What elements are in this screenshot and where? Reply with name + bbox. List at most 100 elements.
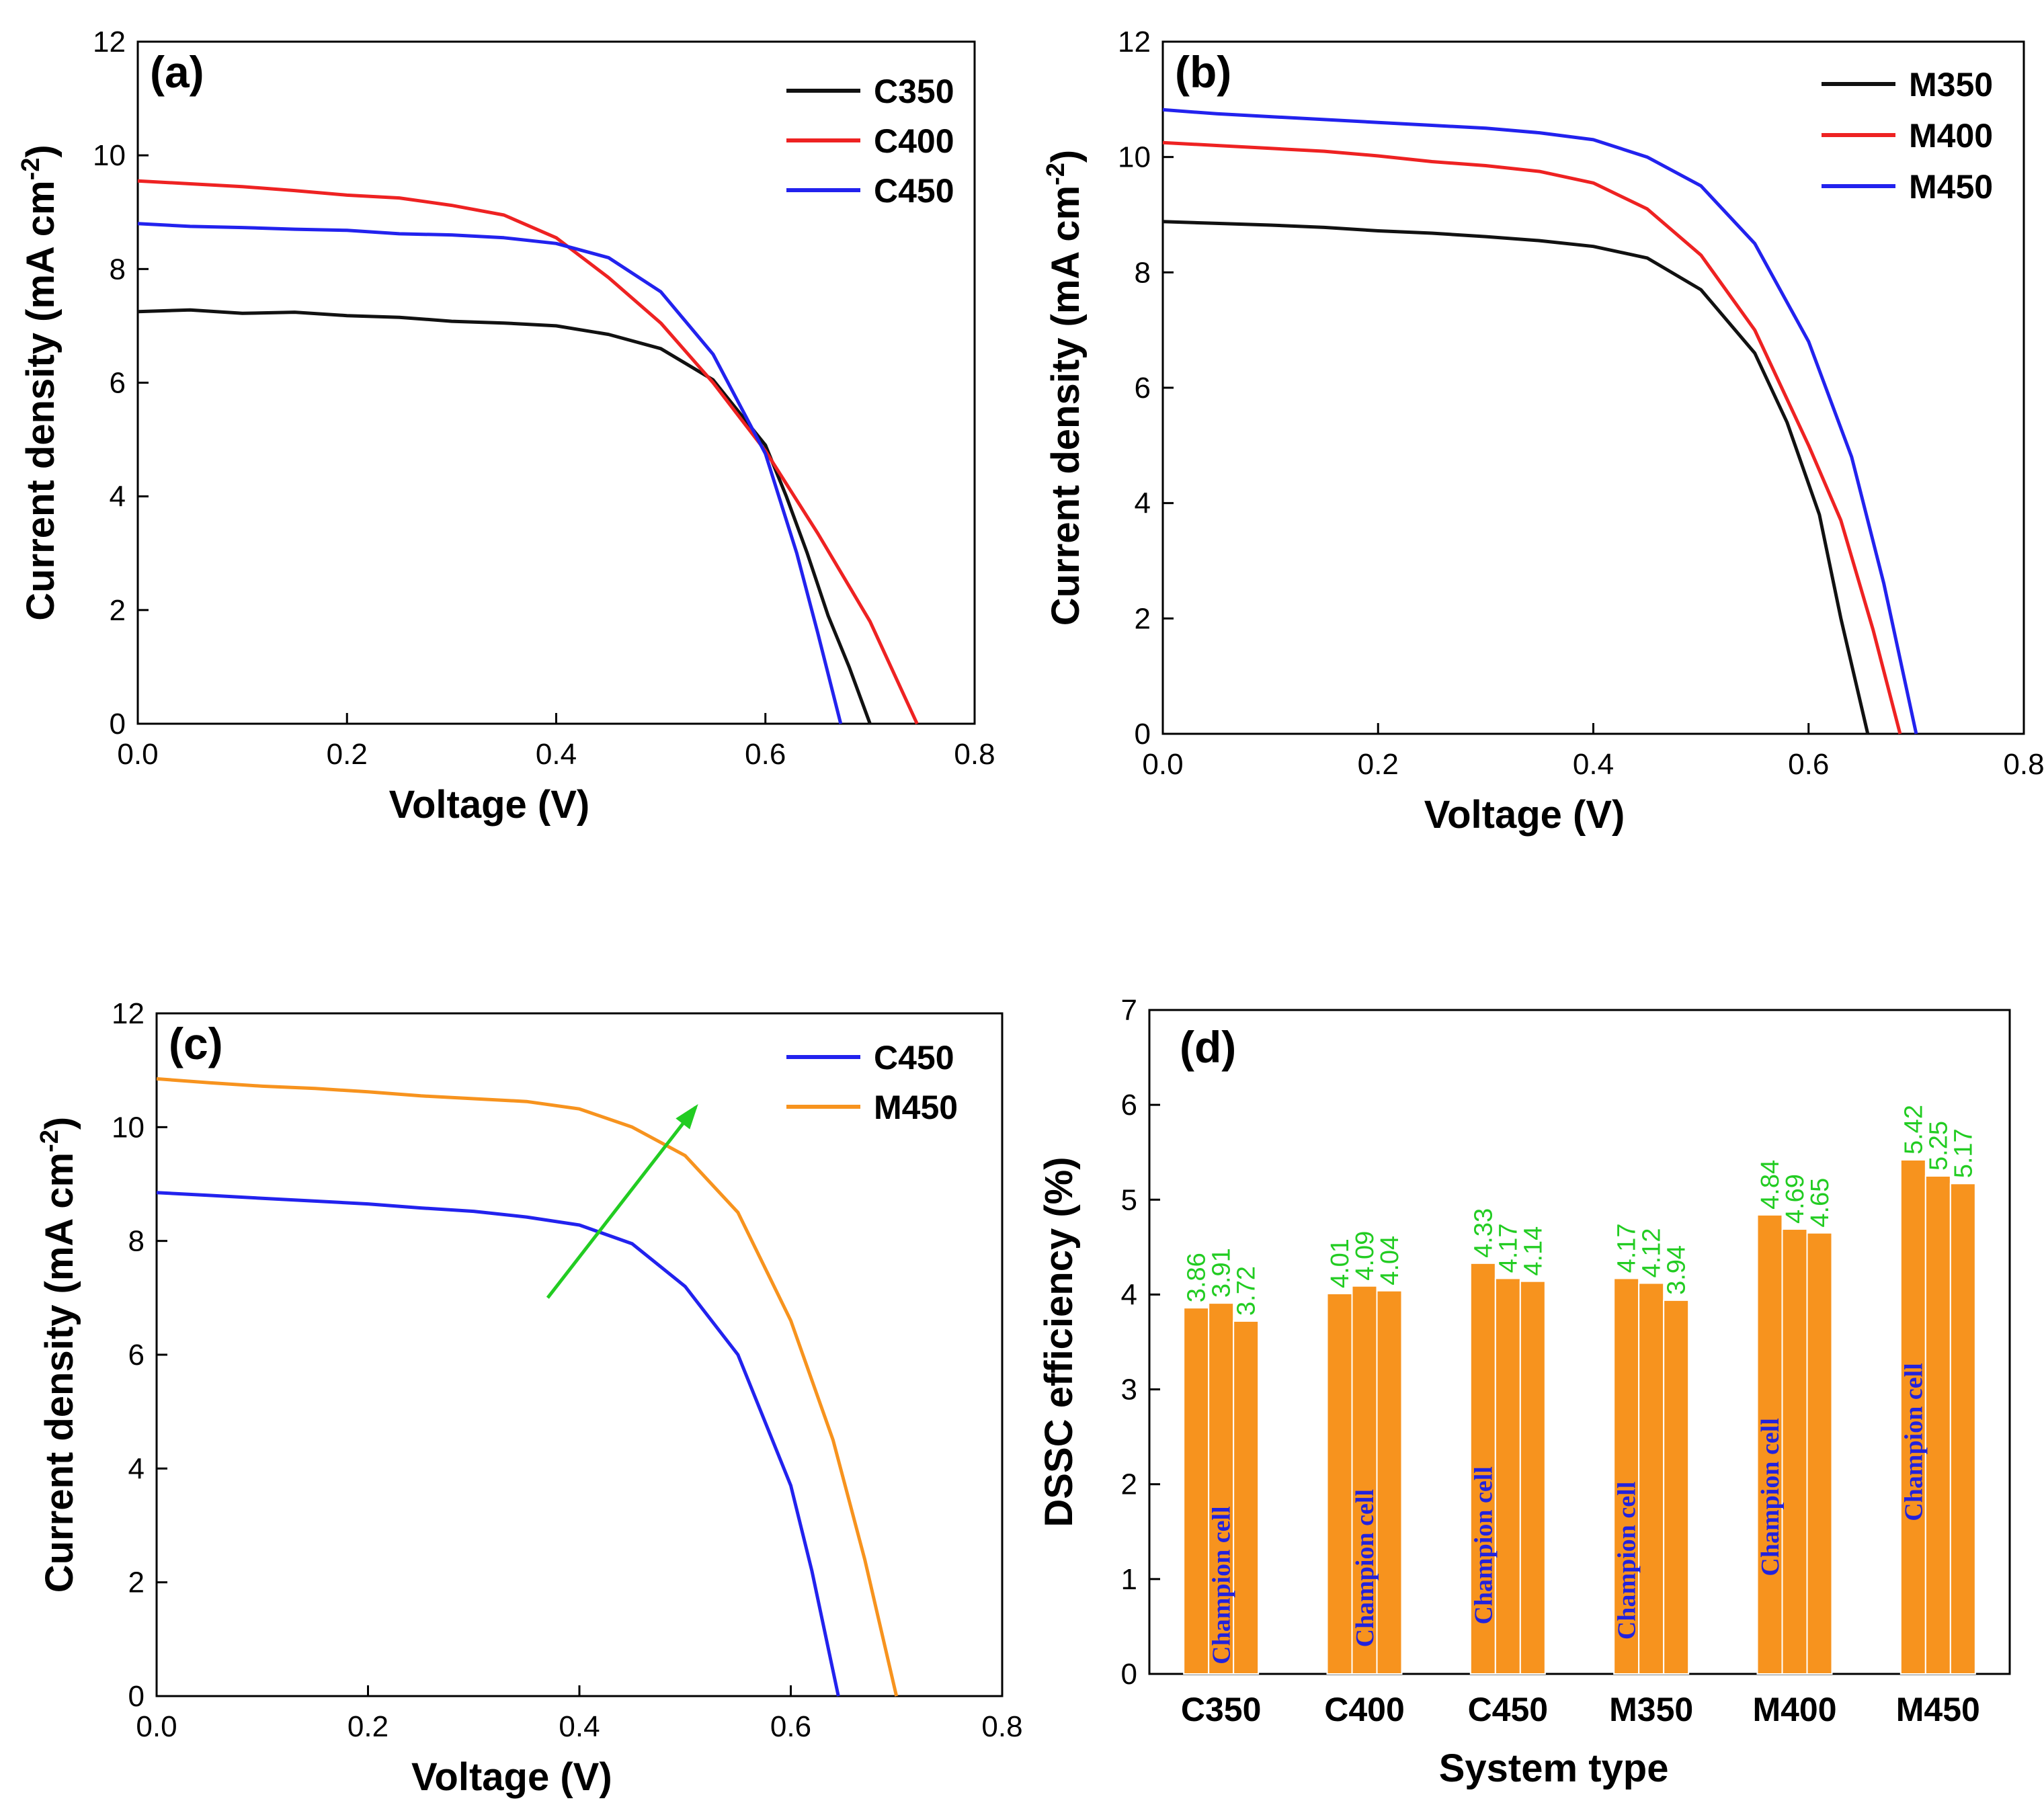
bar-value-label: 4.14 xyxy=(1519,1226,1547,1276)
y-tick-label: 2 xyxy=(110,594,126,627)
bar-m350-2 xyxy=(1638,1282,1665,1675)
x-tick-label: 0.2 xyxy=(1358,748,1399,781)
bar-c350-3 xyxy=(1233,1320,1260,1675)
category-label-m400: M400 xyxy=(1752,1691,1836,1728)
champion-cell-label: Champion cell xyxy=(1613,1482,1641,1640)
champion-cell-label: Champion cell xyxy=(1208,1506,1236,1664)
bar-value-label: 4.04 xyxy=(1376,1236,1404,1286)
y-tick-label: 10 xyxy=(1118,141,1151,174)
bar-value-label: 4.17 xyxy=(1613,1223,1641,1273)
bar-c400-2 xyxy=(1351,1285,1378,1675)
y-tick-label: 8 xyxy=(128,1225,145,1258)
y-tick-label: 7 xyxy=(1121,994,1137,1027)
legend-label-m450: M450 xyxy=(1909,168,1993,206)
series-line-m450 xyxy=(1162,108,1918,734)
x-tick-label: 0.6 xyxy=(745,738,786,771)
x-tick-label: 0.2 xyxy=(348,1710,389,1743)
x-tick-label: 0.0 xyxy=(1142,748,1183,781)
x-axis-title: Voltage (V) xyxy=(411,1755,612,1799)
y-axis-title: Current density (mA cm-2) xyxy=(17,144,63,620)
y-tick-label: 0 xyxy=(110,708,126,741)
panel-d: 0 1 2 3 4 5 6 7 3.863.913.72 Champion cell C350 4.0… xyxy=(1037,994,2011,1790)
bar-m450-1 xyxy=(1899,1159,1926,1675)
x-tick-label: 0.2 xyxy=(327,738,368,771)
bar-c350-1 xyxy=(1183,1307,1210,1675)
series-line-m450 xyxy=(156,1077,899,1697)
bar-value-label: 4.17 xyxy=(1494,1223,1522,1273)
legend-label-c450: C450 xyxy=(874,1039,954,1077)
category-label-m450: M450 xyxy=(1896,1691,1980,1728)
y-axis-title: Current density (mA cm-2) xyxy=(36,1117,81,1593)
legend-label-m350: M350 xyxy=(1909,66,1993,103)
bar-c450-3 xyxy=(1519,1280,1546,1675)
x-axis-title: Voltage (V) xyxy=(1424,793,1625,837)
series-line-m400 xyxy=(1162,140,1902,734)
y-tick-label: 2 xyxy=(1121,1468,1137,1501)
plot-frame xyxy=(136,40,976,725)
bar-value-label: 3.91 xyxy=(1208,1248,1236,1298)
trend-arrow xyxy=(546,1106,697,1299)
category-label-m350: M350 xyxy=(1609,1691,1693,1728)
y-tick-label: 4 xyxy=(128,1452,145,1485)
champion-cell-label: Champion cell xyxy=(1351,1489,1379,1647)
y-tick-label: 6 xyxy=(110,367,126,400)
series-line-c450 xyxy=(137,222,843,724)
bar-m350-3 xyxy=(1663,1299,1690,1675)
y-tick-label: 4 xyxy=(1121,1278,1137,1311)
category-label-c450: C450 xyxy=(1468,1691,1549,1728)
y-tick-label: 3 xyxy=(1121,1374,1137,1406)
x-tick-label: 0.6 xyxy=(770,1710,811,1743)
y-tick-label: 8 xyxy=(110,253,126,286)
series-line-c400 xyxy=(137,179,919,725)
y-tick-label: 6 xyxy=(1121,1089,1137,1122)
bar-m400-3 xyxy=(1806,1232,1833,1675)
bar-c450-1 xyxy=(1469,1262,1496,1675)
category-label-c350: C350 xyxy=(1181,1691,1262,1728)
panel-label: (a) xyxy=(150,47,204,97)
bar-value-label: 5.17 xyxy=(1949,1128,1977,1178)
x-axis-title: Voltage (V) xyxy=(389,783,590,827)
bar-value-label: 4.12 xyxy=(1638,1228,1666,1278)
y-tick-label: 10 xyxy=(93,139,126,172)
y-tick-label: 2 xyxy=(128,1566,145,1599)
category-label-c400: C400 xyxy=(1324,1691,1405,1728)
bar-m450-3 xyxy=(1949,1183,1976,1675)
y-tick-label: 4 xyxy=(110,480,126,513)
x-tick-label: 0.4 xyxy=(536,738,577,771)
bar-value-label: 5.25 xyxy=(1924,1121,1953,1171)
y-tick-label: 12 xyxy=(93,26,126,58)
y-tick-label: 5 xyxy=(1121,1183,1137,1216)
x-tick-label: 0.8 xyxy=(981,1710,1022,1743)
panel-a: 0 2 4 6 8 10 12 0.0 0.2 0.4 0.6 0.8 C350 C400 C450 (a) V… xyxy=(17,26,995,827)
panel-label: (b) xyxy=(1175,47,1231,97)
champion-cell-label: Champion cell xyxy=(1899,1363,1928,1521)
y-tick-label: 12 xyxy=(112,997,145,1030)
series-line-c350 xyxy=(137,308,872,724)
y-tick-label: 0 xyxy=(128,1680,145,1713)
x-tick-label: 0.6 xyxy=(1788,748,1829,781)
trend-arrow-head xyxy=(676,1103,698,1130)
bar-value-label: 4.33 xyxy=(1469,1208,1498,1258)
legend-label-c350: C350 xyxy=(874,73,954,110)
bar-c400-3 xyxy=(1376,1290,1403,1675)
y-tick-label: 8 xyxy=(1135,256,1151,289)
y-tick-label: 10 xyxy=(112,1111,145,1144)
bar-c400-1 xyxy=(1326,1293,1353,1675)
champion-cell-label: Champion cell xyxy=(1469,1466,1498,1624)
x-axis-title: System type xyxy=(1439,1746,1669,1790)
panel-b: 0 2 4 6 8 10 12 0.0 0.2 0.4 0.6 0.8 M350 M400 M450 (b) V… xyxy=(1042,26,2044,837)
x-tick-label: 0.4 xyxy=(559,1710,600,1743)
bar-value-label: 4.09 xyxy=(1351,1231,1379,1281)
legend-label-c450: C450 xyxy=(874,172,954,210)
legend-label-m450: M450 xyxy=(874,1089,958,1126)
y-tick-label: 6 xyxy=(1135,372,1151,405)
series-line-c450 xyxy=(156,1191,840,1697)
bar-value-label: 3.72 xyxy=(1233,1266,1261,1316)
bar-value-label: 3.94 xyxy=(1663,1245,1691,1295)
bar-c450-2 xyxy=(1494,1277,1521,1675)
y-tick-label: 2 xyxy=(1135,602,1151,635)
y-tick-label: 6 xyxy=(128,1339,145,1372)
champion-cell-label: Champion cell xyxy=(1756,1418,1785,1576)
y-tick-label: 4 xyxy=(1135,487,1151,520)
plot-frame xyxy=(1148,1009,2011,1675)
